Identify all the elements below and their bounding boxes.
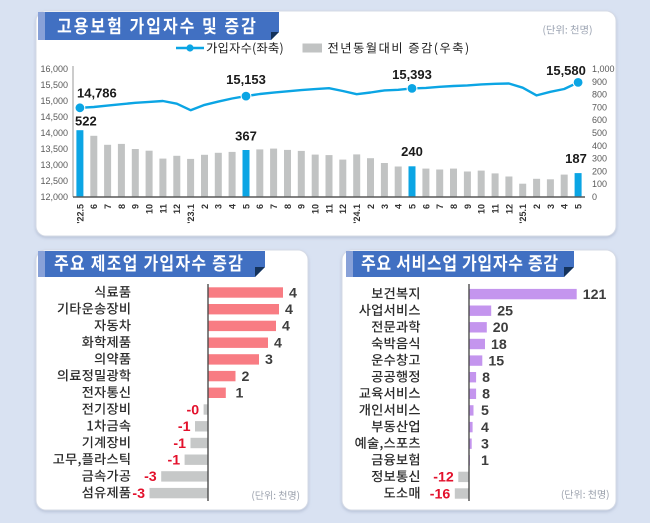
svg-text:12,500: 12,500 <box>40 176 68 186</box>
svg-text:4: 4 <box>481 420 489 436</box>
svg-text:500: 500 <box>592 128 607 138</box>
svg-text:6: 6 <box>421 204 431 209</box>
svg-text:'22.5: '22.5 <box>75 204 85 224</box>
svg-text:367: 367 <box>235 129 257 144</box>
svg-text:11: 11 <box>324 204 334 214</box>
svg-text:14,786: 14,786 <box>77 86 117 101</box>
svg-text:8: 8 <box>283 204 293 209</box>
svg-text:4: 4 <box>228 204 238 209</box>
svg-text:4: 4 <box>285 302 293 318</box>
svg-text:3: 3 <box>380 204 390 209</box>
svg-text:15,580: 15,580 <box>546 63 586 78</box>
svg-text:600: 600 <box>592 115 607 125</box>
svg-text:0: 0 <box>592 192 597 202</box>
svg-text:'23.1: '23.1 <box>186 204 196 224</box>
svg-text:10: 10 <box>477 204 487 214</box>
svg-text:7: 7 <box>103 204 113 209</box>
svg-text:5: 5 <box>241 204 251 209</box>
svg-text:8: 8 <box>117 204 127 209</box>
svg-text:2: 2 <box>532 204 542 209</box>
svg-text:700: 700 <box>592 102 607 112</box>
svg-text:240: 240 <box>401 144 423 159</box>
svg-text:8: 8 <box>482 387 490 403</box>
svg-text:900: 900 <box>592 77 607 87</box>
svg-text:400: 400 <box>592 141 607 151</box>
svg-text:4: 4 <box>282 319 290 335</box>
svg-text:-1: -1 <box>167 453 180 469</box>
svg-text:5: 5 <box>481 403 489 419</box>
svg-text:187: 187 <box>565 151 587 166</box>
svg-text:8: 8 <box>482 370 490 386</box>
svg-text:4: 4 <box>560 204 570 209</box>
svg-text:1,000: 1,000 <box>592 64 615 74</box>
svg-text:3: 3 <box>265 352 273 368</box>
svg-text:20: 20 <box>493 320 509 336</box>
svg-text:-12: -12 <box>433 470 454 486</box>
svg-text:2: 2 <box>242 369 250 385</box>
svg-text:-0: -0 <box>186 402 199 418</box>
svg-text:7: 7 <box>435 204 445 209</box>
svg-text:15,153: 15,153 <box>226 72 266 87</box>
svg-text:15,500: 15,500 <box>40 80 68 90</box>
svg-text:13,500: 13,500 <box>40 144 68 154</box>
svg-text:522: 522 <box>75 114 97 129</box>
svg-text:100: 100 <box>592 179 607 189</box>
svg-text:15,000: 15,000 <box>40 96 68 106</box>
svg-text:5: 5 <box>574 204 584 209</box>
svg-text:800: 800 <box>592 90 607 100</box>
svg-text:200: 200 <box>592 166 607 176</box>
svg-text:18: 18 <box>491 337 507 353</box>
svg-text:-3: -3 <box>132 486 145 502</box>
svg-text:2: 2 <box>200 204 210 209</box>
svg-text:11: 11 <box>491 204 501 214</box>
svg-text:121: 121 <box>583 287 607 303</box>
svg-text:16,000: 16,000 <box>40 64 68 74</box>
svg-text:10: 10 <box>145 204 155 214</box>
svg-text:3: 3 <box>481 437 489 453</box>
svg-text:7: 7 <box>269 204 279 209</box>
svg-text:12: 12 <box>172 204 182 214</box>
svg-text:300: 300 <box>592 154 607 164</box>
svg-text:12: 12 <box>504 204 514 214</box>
svg-text:14,000: 14,000 <box>40 128 68 138</box>
svg-text:9: 9 <box>297 204 307 209</box>
svg-text:25: 25 <box>497 304 513 320</box>
svg-text:11: 11 <box>158 204 168 214</box>
svg-text:'25.1: '25.1 <box>518 204 528 224</box>
svg-text:5: 5 <box>407 204 417 209</box>
svg-text:15: 15 <box>488 353 504 369</box>
svg-text:-16: -16 <box>430 486 451 502</box>
svg-text:-1: -1 <box>173 436 186 452</box>
svg-text:1: 1 <box>236 386 244 402</box>
svg-text:8: 8 <box>449 204 459 209</box>
svg-text:'24.1: '24.1 <box>352 204 362 224</box>
svg-text:3: 3 <box>546 204 556 209</box>
svg-text:1: 1 <box>481 453 489 469</box>
svg-text:3: 3 <box>214 204 224 209</box>
svg-text:14,500: 14,500 <box>40 112 68 122</box>
svg-text:13,000: 13,000 <box>40 160 68 170</box>
svg-text:15,393: 15,393 <box>392 67 432 82</box>
svg-text:9: 9 <box>131 204 141 209</box>
svg-text:12: 12 <box>338 204 348 214</box>
svg-text:4: 4 <box>394 204 404 209</box>
svg-text:-1: -1 <box>178 419 191 435</box>
svg-text:6: 6 <box>255 204 265 209</box>
svg-text:12,000: 12,000 <box>40 192 68 202</box>
svg-text:2: 2 <box>366 204 376 209</box>
svg-text:9: 9 <box>463 204 473 209</box>
svg-text:-3: -3 <box>144 469 157 485</box>
svg-text:6: 6 <box>89 204 99 209</box>
svg-text:4: 4 <box>289 285 297 301</box>
svg-text:4: 4 <box>274 336 282 352</box>
svg-text:10: 10 <box>311 204 321 214</box>
